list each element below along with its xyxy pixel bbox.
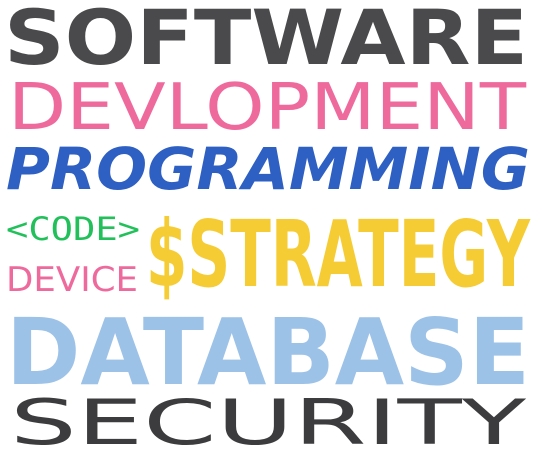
word-code: <CODE> — [6, 210, 140, 248]
word-device: DEVICE — [6, 260, 138, 300]
word-programming: PROGRAMMING — [6, 135, 530, 203]
word-strategy: $STRATEGY — [146, 201, 531, 308]
word-security: SECURITY — [10, 386, 526, 451]
word-software: SOFTWARE — [4, 0, 528, 82]
word-database: DATABASE — [6, 299, 530, 406]
word-development: DEVLOPMENT — [8, 71, 527, 145]
